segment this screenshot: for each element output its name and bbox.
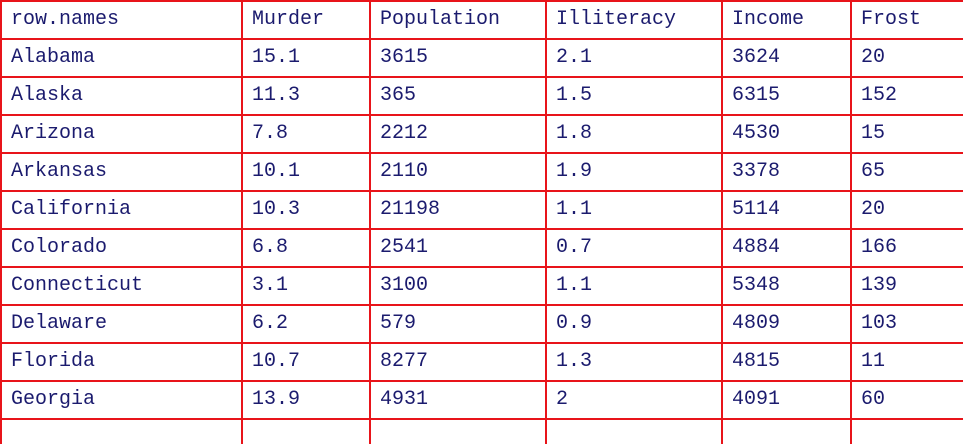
cell-frost[interactable]	[850, 418, 963, 444]
column-header-frost[interactable]: Frost	[850, 0, 963, 40]
header-row: row.names Murder Population Illiteracy I…	[0, 0, 963, 40]
cell-frost[interactable]: 15	[850, 114, 963, 154]
cell-row-name[interactable]	[0, 418, 243, 444]
cell-row-name[interactable]: Florida	[0, 342, 243, 382]
cell-illiteracy[interactable]: 2.1	[545, 38, 723, 78]
table-row[interactable]: Alabama 15.1 3615 2.1 3624 20	[0, 38, 963, 78]
cell-frost[interactable]: 152	[850, 76, 963, 116]
cell-income[interactable]: 4815	[721, 342, 852, 382]
cell-frost[interactable]: 166	[850, 228, 963, 268]
cell-population[interactable]: 4931	[369, 380, 547, 420]
cell-murder[interactable]	[241, 418, 371, 444]
cell-frost[interactable]: 65	[850, 152, 963, 192]
column-header-illiteracy[interactable]: Illiteracy	[545, 0, 723, 40]
cell-illiteracy[interactable]: 1.9	[545, 152, 723, 192]
cell-row-name[interactable]: Alabama	[0, 38, 243, 78]
cell-income[interactable]: 3624	[721, 38, 852, 78]
table-row[interactable]: Georgia 13.9 4931 2 4091 60	[0, 380, 963, 420]
cell-income[interactable]: 3378	[721, 152, 852, 192]
table-row[interactable]: Arkansas 10.1 2110 1.9 3378 65	[0, 152, 963, 192]
table-row[interactable]: Colorado 6.8 2541 0.7 4884 166	[0, 228, 963, 268]
table-row[interactable]: California 10.3 21198 1.1 5114 20	[0, 190, 963, 230]
cell-row-name[interactable]: Arkansas	[0, 152, 243, 192]
cell-illiteracy[interactable]: 0.9	[545, 304, 723, 344]
table-row[interactable]: Connecticut 3.1 3100 1.1 5348 139	[0, 266, 963, 306]
cell-population[interactable]	[369, 418, 547, 444]
cell-frost[interactable]: 60	[850, 380, 963, 420]
cell-illiteracy[interactable]	[545, 418, 723, 444]
table-row[interactable]: Florida 10.7 8277 1.3 4815 11	[0, 342, 963, 382]
cell-population[interactable]: 2110	[369, 152, 547, 192]
cell-population[interactable]: 3100	[369, 266, 547, 306]
cell-frost[interactable]: 139	[850, 266, 963, 306]
cell-frost[interactable]: 103	[850, 304, 963, 344]
cell-illiteracy[interactable]: 2	[545, 380, 723, 420]
cell-murder[interactable]: 10.7	[241, 342, 371, 382]
cell-income[interactable]: 4530	[721, 114, 852, 154]
cell-population[interactable]: 2212	[369, 114, 547, 154]
cell-illiteracy[interactable]: 1.5	[545, 76, 723, 116]
cell-murder[interactable]: 10.3	[241, 190, 371, 230]
cell-population[interactable]: 579	[369, 304, 547, 344]
column-header-murder[interactable]: Murder	[241, 0, 371, 40]
table-row[interactable]	[0, 418, 963, 444]
cell-row-name[interactable]: Georgia	[0, 380, 243, 420]
table-row[interactable]: Alaska 11.3 365 1.5 6315 152	[0, 76, 963, 116]
column-header-row-names[interactable]: row.names	[0, 0, 243, 40]
cell-murder[interactable]: 15.1	[241, 38, 371, 78]
cell-illiteracy[interactable]: 0.7	[545, 228, 723, 268]
column-header-population[interactable]: Population	[369, 0, 547, 40]
cell-illiteracy[interactable]: 1.3	[545, 342, 723, 382]
cell-murder[interactable]: 10.1	[241, 152, 371, 192]
table-row[interactable]: Delaware 6.2 579 0.9 4809 103	[0, 304, 963, 344]
cell-frost[interactable]: 20	[850, 38, 963, 78]
cell-income[interactable]	[721, 418, 852, 444]
cell-population[interactable]: 21198	[369, 190, 547, 230]
cell-row-name[interactable]: Connecticut	[0, 266, 243, 306]
cell-income[interactable]: 5348	[721, 266, 852, 306]
cell-murder[interactable]: 3.1	[241, 266, 371, 306]
cell-income[interactable]: 6315	[721, 76, 852, 116]
column-header-income[interactable]: Income	[721, 0, 852, 40]
cell-illiteracy[interactable]: 1.8	[545, 114, 723, 154]
cell-murder[interactable]: 6.8	[241, 228, 371, 268]
cell-illiteracy[interactable]: 1.1	[545, 190, 723, 230]
cell-income[interactable]: 4091	[721, 380, 852, 420]
cell-frost[interactable]: 11	[850, 342, 963, 382]
cell-row-name[interactable]: Colorado	[0, 228, 243, 268]
cell-population[interactable]: 2541	[369, 228, 547, 268]
table-body: Alabama 15.1 3615 2.1 3624 20 Alaska 11.3 365 1.5…	[0, 38, 963, 444]
cell-row-name[interactable]: Arizona	[0, 114, 243, 154]
cell-illiteracy[interactable]: 1.1	[545, 266, 723, 306]
cell-murder[interactable]: 13.9	[241, 380, 371, 420]
cell-income[interactable]: 4884	[721, 228, 852, 268]
cell-population[interactable]: 3615	[369, 38, 547, 78]
cell-population[interactable]: 365	[369, 76, 547, 116]
table-row[interactable]: Arizona 7.8 2212 1.8 4530 15	[0, 114, 963, 154]
cell-income[interactable]: 4809	[721, 304, 852, 344]
cell-row-name[interactable]: California	[0, 190, 243, 230]
cell-frost[interactable]: 20	[850, 190, 963, 230]
cell-income[interactable]: 5114	[721, 190, 852, 230]
cell-row-name[interactable]: Alaska	[0, 76, 243, 116]
cell-row-name[interactable]: Delaware	[0, 304, 243, 344]
cell-murder[interactable]: 11.3	[241, 76, 371, 116]
cell-murder[interactable]: 6.2	[241, 304, 371, 344]
cell-murder[interactable]: 7.8	[241, 114, 371, 154]
cell-population[interactable]: 8277	[369, 342, 547, 382]
